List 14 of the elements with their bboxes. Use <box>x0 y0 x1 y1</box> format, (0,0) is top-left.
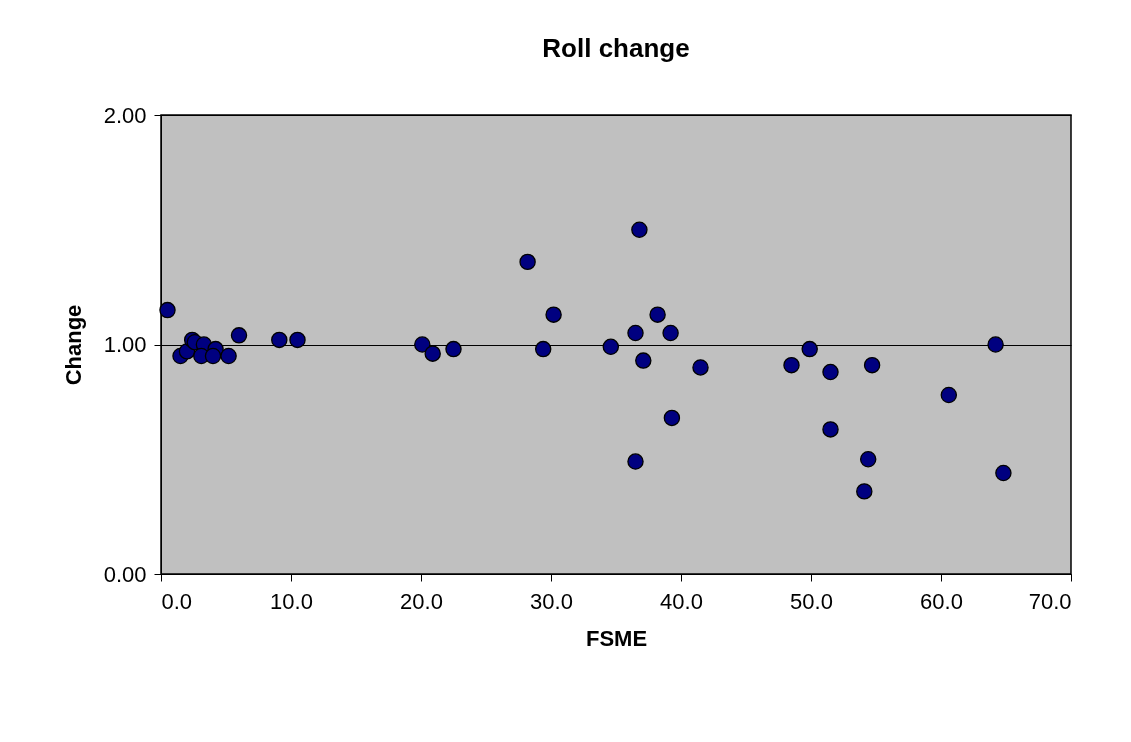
x-tick-label: 0.0 <box>161 588 193 614</box>
y-tick-label: 0.00 <box>103 561 147 587</box>
y-axis-title: Change <box>60 304 86 386</box>
x-tick-label: 60.0 <box>920 588 963 614</box>
y-tick-label: 2.00 <box>103 102 147 128</box>
chart-title: Roll change <box>542 33 690 63</box>
x-tick-label: 70.0 <box>1028 588 1072 614</box>
x-tick-label: 10.0 <box>270 588 313 614</box>
y-tick-label: 1.00 <box>103 332 147 357</box>
x-tick-label: 30.0 <box>530 588 573 614</box>
x-tick-label: 50.0 <box>790 588 833 614</box>
x-tick-label: 20.0 <box>400 588 443 614</box>
x-axis-title: FSME <box>585 625 648 651</box>
x-tick-label: 40.0 <box>660 588 703 614</box>
